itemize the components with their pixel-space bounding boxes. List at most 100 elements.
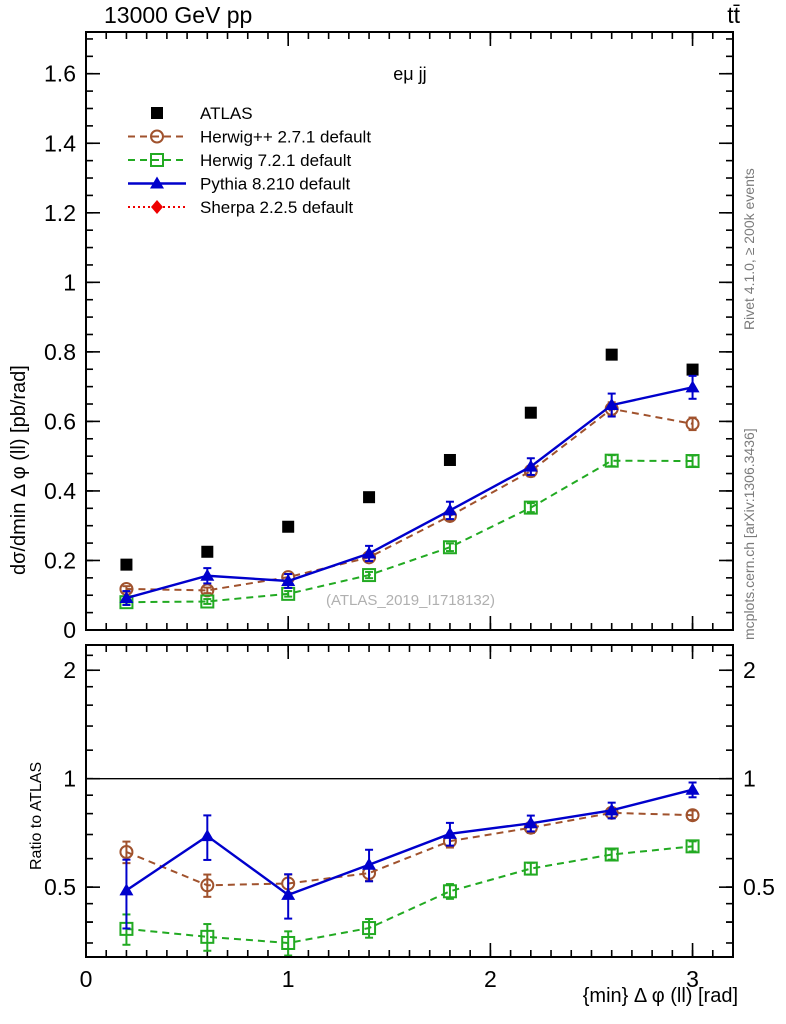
legend-label: Sherpa 2.2.5 default <box>200 198 353 217</box>
legend-item-1[interactable]: Herwig++ 2.7.1 default <box>128 128 371 147</box>
side-text-rivet: Rivet 4.1.0, ≥ 200k events <box>736 30 760 330</box>
ratio-y-tick-label: 0.5 <box>44 874 76 900</box>
ratio-data-point <box>604 803 619 816</box>
series-line <box>126 386 693 600</box>
ratio-data-point <box>119 844 134 859</box>
main-plot-panel: 0 0.2 0.4 0.6 0.8 1 1.2 1.4 1.6 eμ jj (ATLAS_2019_… <box>44 31 734 643</box>
y-tick-label: 1 <box>63 269 76 295</box>
data-point <box>282 520 295 533</box>
data-point <box>442 503 457 516</box>
plot-subtitle: eμ jj <box>393 64 426 84</box>
x-axis-title: {min} Δ φ (ll) [rad] <box>582 985 738 1007</box>
data-point <box>604 398 619 411</box>
y-tick-label: 0 <box>63 617 76 643</box>
ratio-series-line <box>126 845 693 944</box>
side-text-mcplots-label: mcplots.cern.ch [arXiv:1306.3436] <box>741 428 757 640</box>
ratio-data-point <box>442 884 457 899</box>
x-tick-label: 2 <box>484 966 497 992</box>
ratio-data-point <box>362 921 377 936</box>
ratio-data-point <box>281 935 296 950</box>
data-point <box>604 453 619 468</box>
ratio-y-tick-label-right: 0.5 <box>743 874 775 900</box>
ratio-series-2 <box>119 781 700 930</box>
series-line <box>126 407 693 592</box>
ratio-plot-panel: 0.5 0.5 1 1 2 2 0 1 2 3 <box>44 644 775 992</box>
ratio-data-point <box>200 878 215 893</box>
data-point <box>281 573 296 586</box>
ratio-data-point <box>685 808 700 823</box>
y-tick-label: 0.6 <box>44 408 76 434</box>
data-point <box>120 558 133 571</box>
main-panel-frame <box>85 31 734 631</box>
y-tick-label: 0.8 <box>44 339 76 365</box>
legend-item-3[interactable]: Pythia 8.210 default <box>128 175 351 194</box>
legend-label: Pythia 8.210 default <box>200 175 351 194</box>
ratio-data-point <box>685 782 700 795</box>
y-axis-title: dσ/dmin Δ φ (ll) [pb/rad] <box>2 30 32 630</box>
data-point <box>523 459 538 472</box>
series-3 <box>119 374 700 606</box>
legend-item-4[interactable]: Sherpa 2.2.5 default <box>128 198 353 217</box>
data-point <box>119 591 134 604</box>
ratio-series-line <box>126 811 693 887</box>
legend-marker <box>150 153 164 167</box>
ratio-y-axis-title: Ratio to ATLAS <box>24 680 48 920</box>
data-point <box>362 546 377 559</box>
data-point <box>200 568 215 581</box>
ratio-data-point <box>200 829 215 842</box>
ratio-data-point <box>604 847 619 862</box>
side-text-mcplots: mcplots.cern.ch [arXiv:1306.3436] <box>736 350 760 640</box>
data-point <box>443 453 456 466</box>
watermark-text: (ATLAS_2019_I1718132) <box>326 592 495 609</box>
ratio-data-point <box>200 929 215 944</box>
data-point <box>362 568 377 583</box>
data-point <box>685 380 700 393</box>
data-point <box>363 491 376 504</box>
data-point <box>686 363 699 376</box>
ratio-y-tick-label-right: 1 <box>743 766 756 792</box>
legend-label: Herwig 7.2.1 default <box>200 151 351 170</box>
side-text-rivet-label: Rivet 4.1.0, ≥ 200k events <box>741 168 757 330</box>
legend-item-2[interactable]: Herwig 7.2.1 default <box>128 151 351 170</box>
y-tick-label: 1.2 <box>44 200 76 226</box>
data-point <box>685 454 700 469</box>
ratio-data-point <box>523 816 538 829</box>
ratio-data-point <box>362 857 377 870</box>
header-left-text: 13000 GeV pp <box>104 2 253 28</box>
header-right-text: tt̄ <box>727 2 740 28</box>
data-point <box>200 594 215 609</box>
ratio-y-tick-label-right: 2 <box>743 657 756 683</box>
y-tick-label: 1.4 <box>44 130 76 156</box>
data-point <box>605 348 618 361</box>
ratio-y-axis-title-label: Ratio to ATLAS <box>28 762 45 870</box>
y-tick-label: 1.6 <box>44 61 76 87</box>
legend-marker <box>151 200 163 214</box>
x-tick-label: 3 <box>686 966 699 992</box>
legend: ATLAS Herwig++ 2.7.1 default Herwig 7.2.1 … <box>128 104 371 217</box>
y-tick-label: 0.2 <box>44 547 76 573</box>
data-point <box>685 416 700 431</box>
x-tick-label: 1 <box>282 966 295 992</box>
ratio-panel-frame <box>85 644 734 958</box>
ratio-data-point <box>119 883 134 896</box>
ratio-y-tick-label: 1 <box>63 766 76 792</box>
data-point <box>442 540 457 555</box>
legend-marker <box>150 176 164 189</box>
legend-label: ATLAS <box>200 104 253 123</box>
legend-label: Herwig++ 2.7.1 default <box>200 128 371 147</box>
ratio-data-point <box>442 826 457 839</box>
data-point <box>201 545 214 558</box>
legend-marker <box>151 107 163 119</box>
ratio-data-point <box>523 861 538 876</box>
ratio-series-line <box>125 788 693 897</box>
ratio-y-tick-label: 2 <box>63 657 76 683</box>
ratio-series-1 <box>119 839 700 956</box>
series-0 <box>120 348 699 571</box>
y-axis-title-label: dσ/dmin Δ φ (ll) [pb/rad] <box>8 365 30 575</box>
legend-marker <box>150 129 164 144</box>
ratio-data-point <box>685 839 700 854</box>
series-line <box>126 459 693 604</box>
legend-item-0[interactable]: ATLAS <box>151 104 253 123</box>
